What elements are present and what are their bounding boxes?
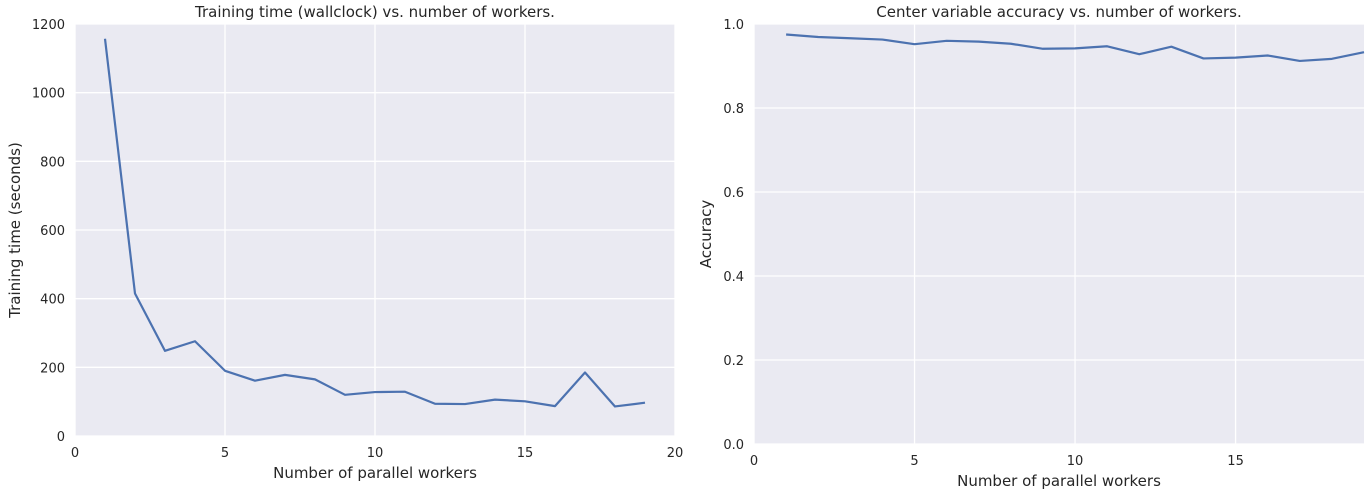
y-tick-label: 0 — [57, 430, 65, 445]
x-tick-label: 15 — [517, 446, 534, 461]
accuracy-chart: 0 5 10 15 0.0 0.2 0.4 0.6 0.8 1.0 Center variable … — [697, 3, 1365, 490]
x-tick-label: 20 — [667, 446, 684, 461]
y-tick-label: 800 — [40, 155, 65, 170]
x-axis-label: Number of parallel workers — [957, 472, 1161, 490]
y-tick-label: 0.0 — [723, 438, 744, 453]
y-tick-label: 1200 — [32, 18, 65, 33]
x-tick-label: 5 — [221, 446, 229, 461]
x-tick-label: 0 — [71, 446, 79, 461]
chart-title: Training time (wallclock) vs. number of … — [194, 3, 555, 21]
x-tick-label: 15 — [1227, 454, 1244, 469]
x-tick-label: 5 — [910, 454, 918, 469]
y-tick-label: 0.6 — [723, 186, 744, 201]
y-tick-label: 400 — [40, 293, 65, 308]
x-tick-label: 10 — [1067, 454, 1084, 469]
y-tick-label: 0.4 — [723, 270, 744, 285]
y-axis-label: Training time (seconds) — [6, 142, 24, 319]
x-axis-label: Number of parallel workers — [273, 464, 477, 482]
plot-area — [754, 24, 1364, 444]
series-line — [786, 33, 1365, 63]
y-tick-label: 600 — [40, 224, 65, 239]
x-tick-label: 0 — [750, 454, 758, 469]
y-tick-label: 200 — [40, 361, 65, 376]
y-axis-label: Accuracy — [697, 200, 715, 269]
series-line — [103, 38, 646, 408]
y-tick-label: 0.8 — [723, 102, 744, 117]
y-tick-label: 1.0 — [723, 18, 744, 33]
x-tick-label: 10 — [367, 446, 384, 461]
y-tick-label: 1000 — [32, 87, 65, 102]
chart-title: Center variable accuracy vs. number of w… — [876, 3, 1242, 21]
y-tick-label: 0.2 — [723, 354, 744, 369]
